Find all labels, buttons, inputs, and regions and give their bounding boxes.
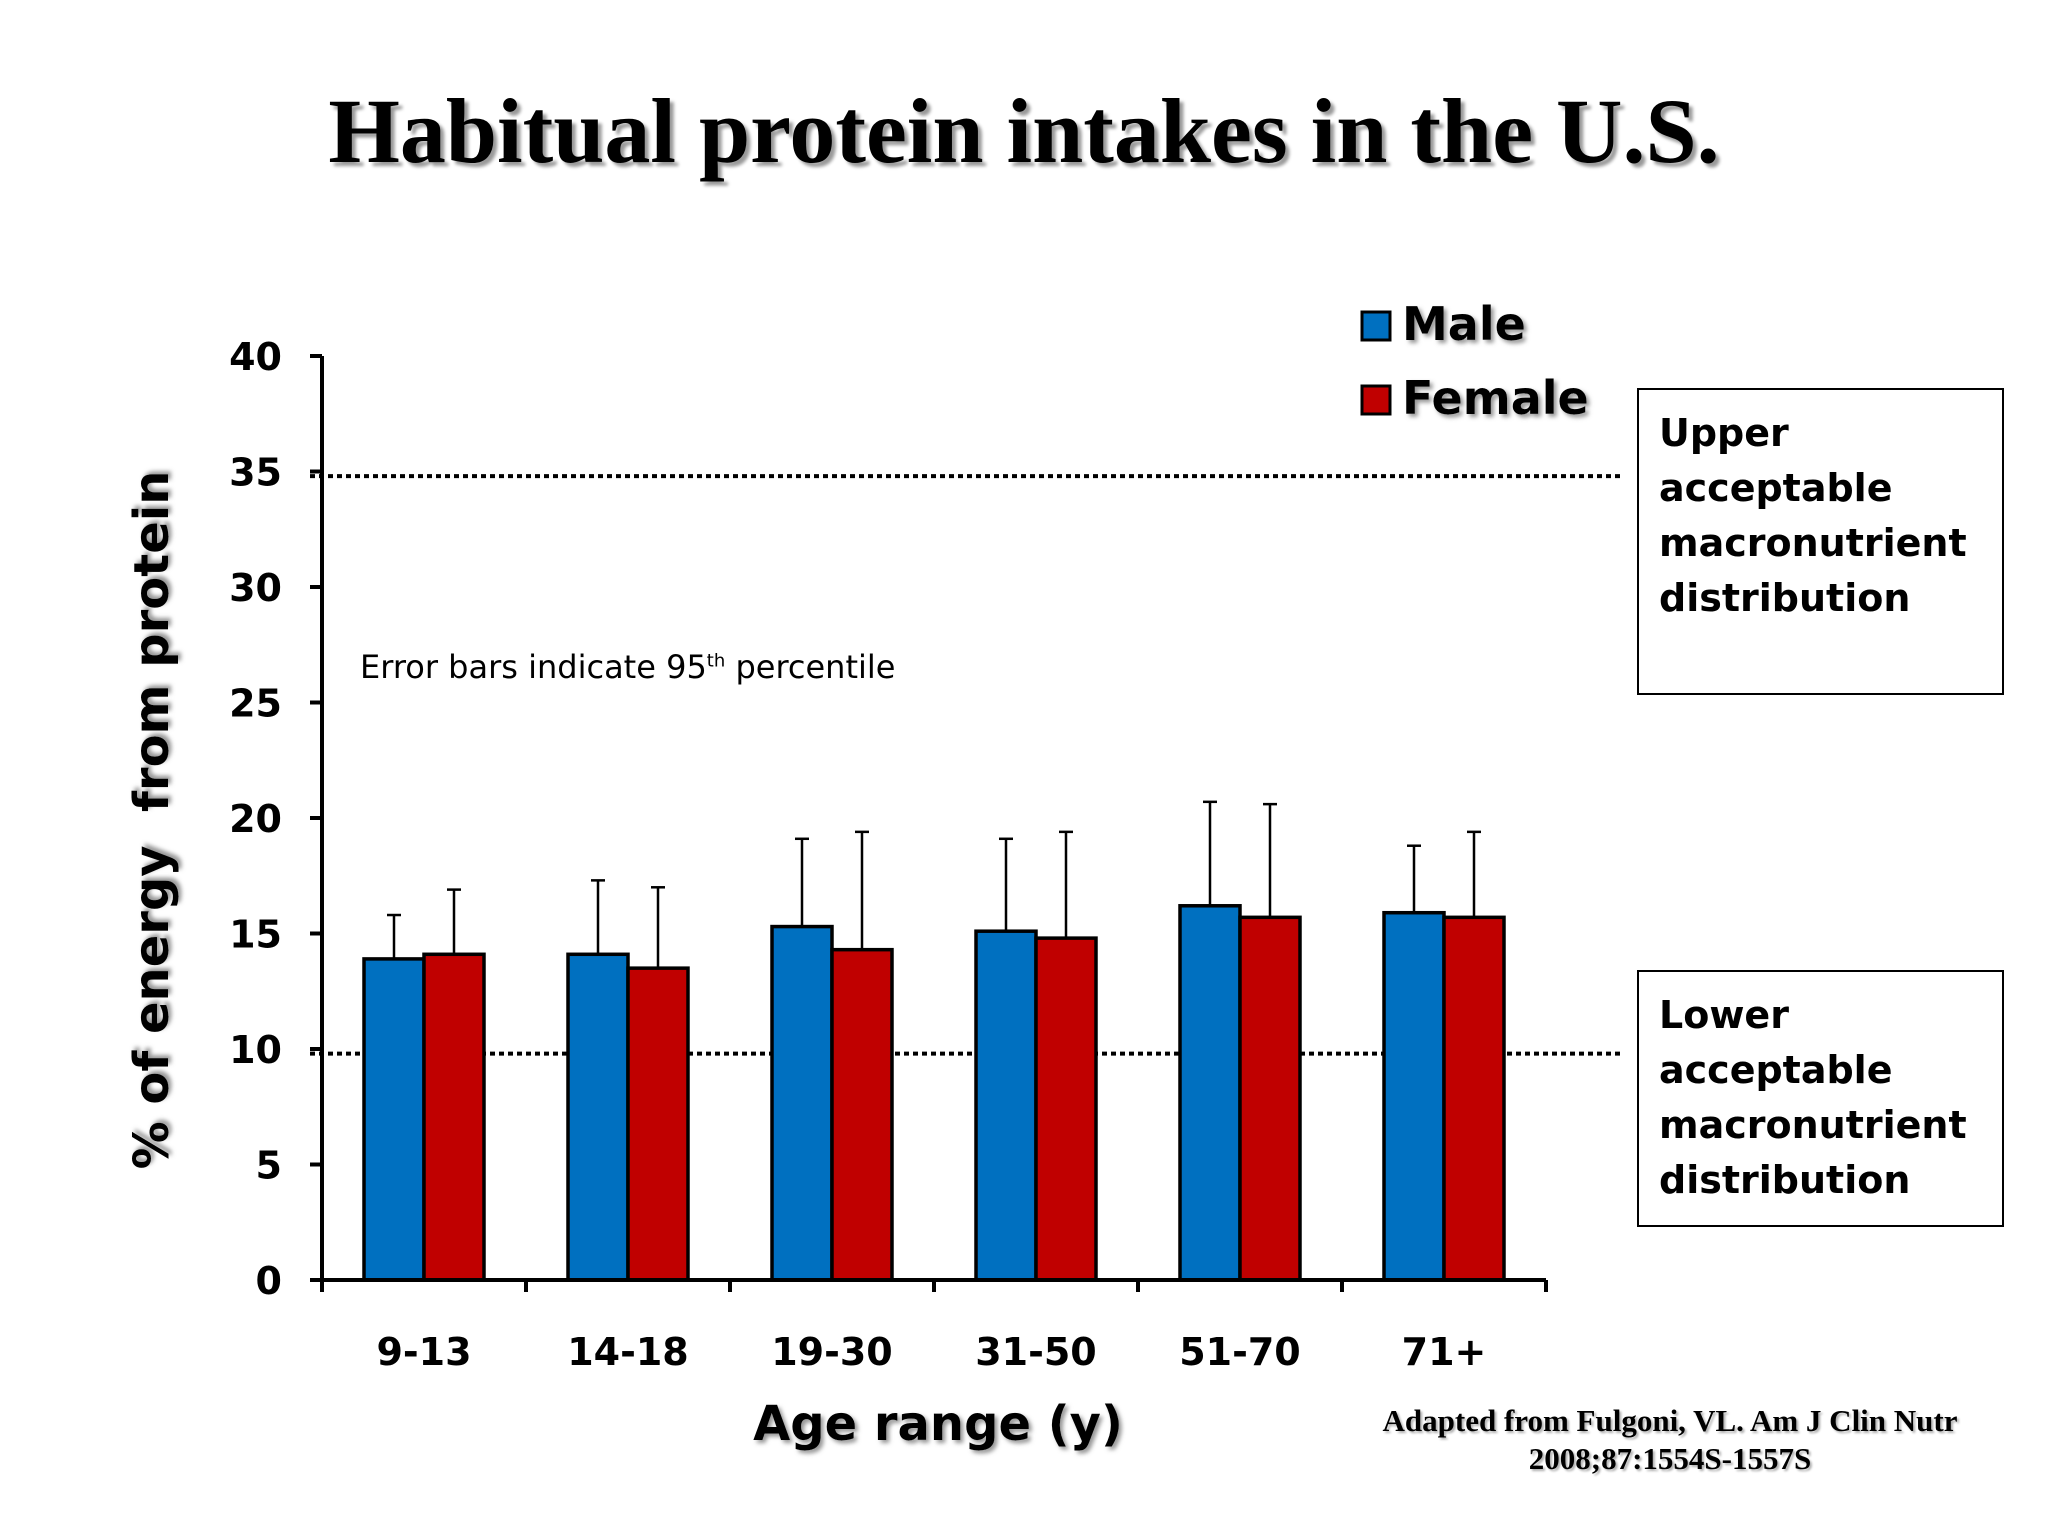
y-tick-label: 0 [256,1259,282,1303]
y-axis-title: % of energy from protein [124,471,180,1170]
x-axis-title: Age range (y) [753,1396,1123,1452]
y-tick-label: 30 [229,566,282,610]
bar-male [1178,904,1242,1282]
error-bar-note: Error bars indicate 95th percentile [360,648,895,686]
y-tick-label: 5 [256,1144,282,1188]
y-tick-label: 25 [229,682,282,726]
lower-amdr-box: Lower acceptable macronutrient distribut… [1637,970,2004,1227]
y-tick-label: 20 [229,797,282,841]
legend-swatch-male [1360,310,1392,342]
bar-male [1382,910,1446,1282]
bar-female [422,952,486,1282]
error-note-sup: th [706,650,726,672]
bar-female [626,966,690,1282]
citation-line-2: 2008;87:1554S-1557S [1528,1441,1812,1476]
y-tick-label: 10 [229,1028,282,1072]
x-tick-label: 9-13 [376,1330,471,1374]
bar-male [770,924,834,1282]
citation-line-1: Adapted from Fulgoni, VL. Am J Clin Nutr [1382,1403,1958,1438]
legend-swatch-female [1360,384,1392,416]
bar-male [362,957,426,1282]
bar-female [1442,915,1506,1282]
upper-amdr-box: Upper acceptable macronutrient distribut… [1637,388,2004,695]
bar-male [566,952,630,1282]
y-tick-label: 15 [229,913,282,957]
x-tick-label: 71+ [1402,1330,1487,1374]
bar-female [830,947,894,1282]
bar-female [1034,936,1098,1282]
x-tick-label: 31-50 [975,1330,1097,1374]
bar-male [974,929,1038,1282]
legend-label-male: Male [1402,297,1526,351]
y-tick-label: 40 [229,335,282,379]
bar-female [1238,915,1302,1282]
y-tick-label: 35 [229,451,282,495]
citation: Adapted from Fulgoni, VL. Am J Clin Nutr… [1290,1402,2048,1478]
x-tick-label: 19-30 [771,1330,893,1374]
x-tick-label: 51-70 [1179,1330,1301,1374]
x-tick-label: 14-18 [567,1330,689,1374]
error-note-text: Error bars indicate 95 [360,648,707,686]
error-note-suffix: percentile [725,648,896,686]
legend-label-female: Female [1402,371,1589,425]
slide-title: Habitual protein intakes in the U.S. [328,80,1720,182]
